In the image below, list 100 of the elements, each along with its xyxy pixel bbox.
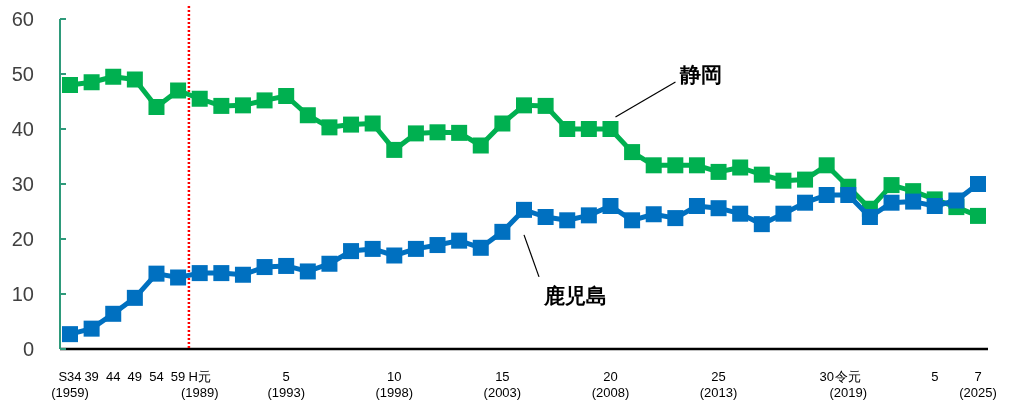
point <box>364 115 381 132</box>
point <box>343 116 360 133</box>
point <box>62 77 78 93</box>
point <box>667 210 684 227</box>
point <box>83 320 100 337</box>
x-tick-label: 10 (1998) <box>375 369 414 400</box>
point <box>905 193 922 210</box>
point <box>191 265 208 282</box>
point <box>732 159 749 176</box>
point <box>753 216 770 233</box>
point <box>299 263 316 280</box>
text: 鹿児島 <box>543 283 607 307</box>
point <box>602 198 619 214</box>
point <box>861 209 878 225</box>
point <box>407 125 424 142</box>
y-tick-label: 20 <box>11 228 34 250</box>
point <box>343 243 360 260</box>
point <box>624 144 641 161</box>
point <box>883 194 900 211</box>
point <box>386 247 403 264</box>
point <box>537 209 554 225</box>
point <box>234 97 251 114</box>
y-tick-label: 10 <box>11 283 34 305</box>
point <box>321 255 338 272</box>
point <box>688 198 705 214</box>
point <box>775 172 792 189</box>
y-tick-label: 30 <box>11 173 34 195</box>
point <box>602 121 619 137</box>
point <box>753 166 770 183</box>
point <box>970 207 986 224</box>
point <box>472 137 489 154</box>
point <box>883 177 900 194</box>
point <box>278 257 295 274</box>
point <box>256 92 273 109</box>
point <box>926 198 943 214</box>
point <box>321 119 338 136</box>
point <box>148 265 165 282</box>
point <box>516 97 532 114</box>
point <box>797 194 814 211</box>
point <box>62 326 78 343</box>
point <box>451 232 468 249</box>
point <box>105 68 122 85</box>
point <box>451 124 468 141</box>
x-tick-label: 39 <box>84 369 99 384</box>
x-tick-label: 5 <box>931 369 939 384</box>
point <box>970 176 986 192</box>
x-tick-label: 5 (1993) <box>267 369 305 400</box>
point <box>710 200 727 217</box>
x-tick-label: 44 <box>106 369 121 384</box>
point <box>580 121 597 137</box>
point <box>105 305 122 322</box>
point <box>948 192 965 209</box>
point <box>840 187 857 203</box>
point <box>494 223 511 240</box>
y-tick-label: 40 <box>11 118 34 140</box>
point <box>386 141 403 158</box>
point <box>256 259 273 276</box>
x-tick-label: 54 <box>149 369 164 384</box>
point <box>213 97 230 114</box>
point <box>429 124 446 141</box>
point <box>818 157 835 174</box>
point <box>537 97 554 114</box>
point <box>170 82 187 99</box>
point <box>234 266 251 283</box>
point <box>624 212 641 229</box>
point <box>710 163 727 180</box>
point <box>645 206 662 223</box>
point <box>559 121 576 137</box>
x-tick-label: 25 (2013) <box>699 369 738 400</box>
point <box>667 157 684 174</box>
point <box>191 90 208 107</box>
point <box>278 88 295 104</box>
point <box>818 187 835 203</box>
point <box>775 205 792 222</box>
point <box>407 240 424 257</box>
y-tick-label: 0 <box>22 338 34 360</box>
x-tick-label: 20 (2008) <box>591 369 630 400</box>
x-tick-label: 30 <box>819 369 834 384</box>
point <box>494 115 511 132</box>
point <box>299 107 316 124</box>
point <box>688 157 705 174</box>
point <box>732 205 749 222</box>
x-tick-label: 49 <box>127 369 143 384</box>
point <box>83 74 100 91</box>
x-tick-label: 15 (2003) <box>483 369 522 400</box>
y-tick-label: 60 <box>11 8 34 30</box>
point <box>170 269 187 286</box>
y-tick-label: 50 <box>11 63 34 85</box>
point <box>472 239 489 256</box>
text: 静岡 <box>679 63 723 86</box>
point <box>580 207 597 224</box>
point <box>126 71 143 88</box>
point <box>559 212 576 229</box>
point <box>516 201 532 218</box>
point <box>148 99 165 115</box>
point <box>364 240 381 257</box>
point <box>645 157 662 174</box>
point <box>213 265 230 282</box>
point <box>126 289 143 306</box>
x-tick-label: 59 <box>170 369 186 384</box>
